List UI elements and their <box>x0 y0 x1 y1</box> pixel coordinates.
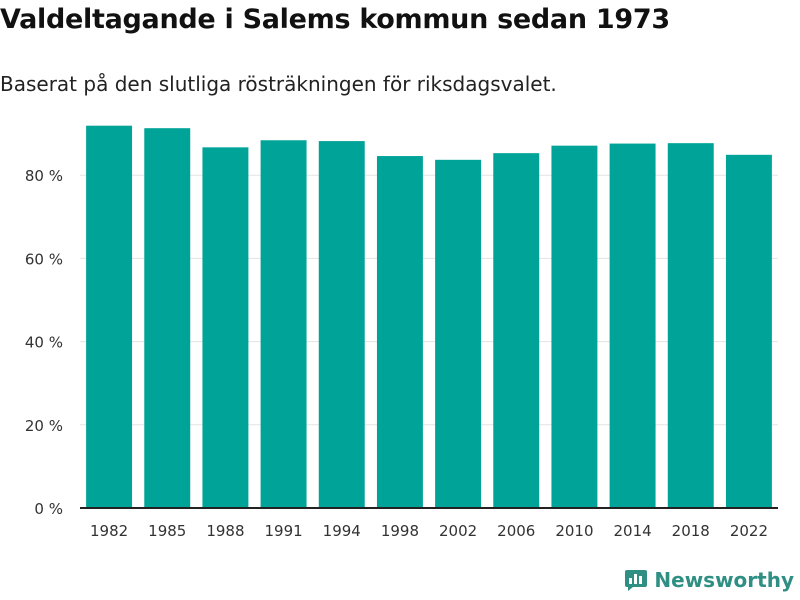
x-tick-label: 1998 <box>381 522 419 540</box>
chart-title: Valdeltagande i Salems kommun sedan 1973 <box>0 4 670 35</box>
newsworthy-logo: Newsworthy <box>624 568 794 592</box>
bar <box>376 156 423 508</box>
y-tick-label: 20 % <box>25 417 63 435</box>
bar <box>144 128 191 508</box>
x-tick-label: 2022 <box>730 522 768 540</box>
x-tick-label: 1994 <box>323 522 361 540</box>
bar <box>551 145 598 508</box>
bar <box>260 140 307 509</box>
x-tick-label: 2014 <box>613 522 651 540</box>
bar <box>435 159 482 509</box>
y-tick-label: 0 % <box>34 500 63 518</box>
x-tick-label: 1991 <box>264 522 302 540</box>
chart-subtitle: Baserat på den slutliga rösträkningen fö… <box>0 72 557 96</box>
y-tick-label: 80 % <box>25 167 63 185</box>
x-tick-label: 1988 <box>206 522 244 540</box>
bar <box>86 125 133 509</box>
x-tick-label: 2002 <box>439 522 477 540</box>
bar <box>667 143 714 508</box>
bar <box>493 153 540 509</box>
x-tick-label: 2010 <box>555 522 593 540</box>
x-tick-label: 1982 <box>90 522 128 540</box>
newsworthy-logo-icon <box>625 570 648 591</box>
bar <box>202 147 249 508</box>
x-tick-label: 1985 <box>148 522 186 540</box>
bar <box>318 141 365 508</box>
y-tick-label: 40 % <box>25 334 63 352</box>
y-tick-label: 60 % <box>25 250 63 268</box>
bar <box>609 143 656 509</box>
bar <box>725 154 772 509</box>
x-tick-label: 2006 <box>497 522 535 540</box>
x-tick-label: 2018 <box>672 522 710 540</box>
brand-name: Newsworthy <box>654 568 794 592</box>
